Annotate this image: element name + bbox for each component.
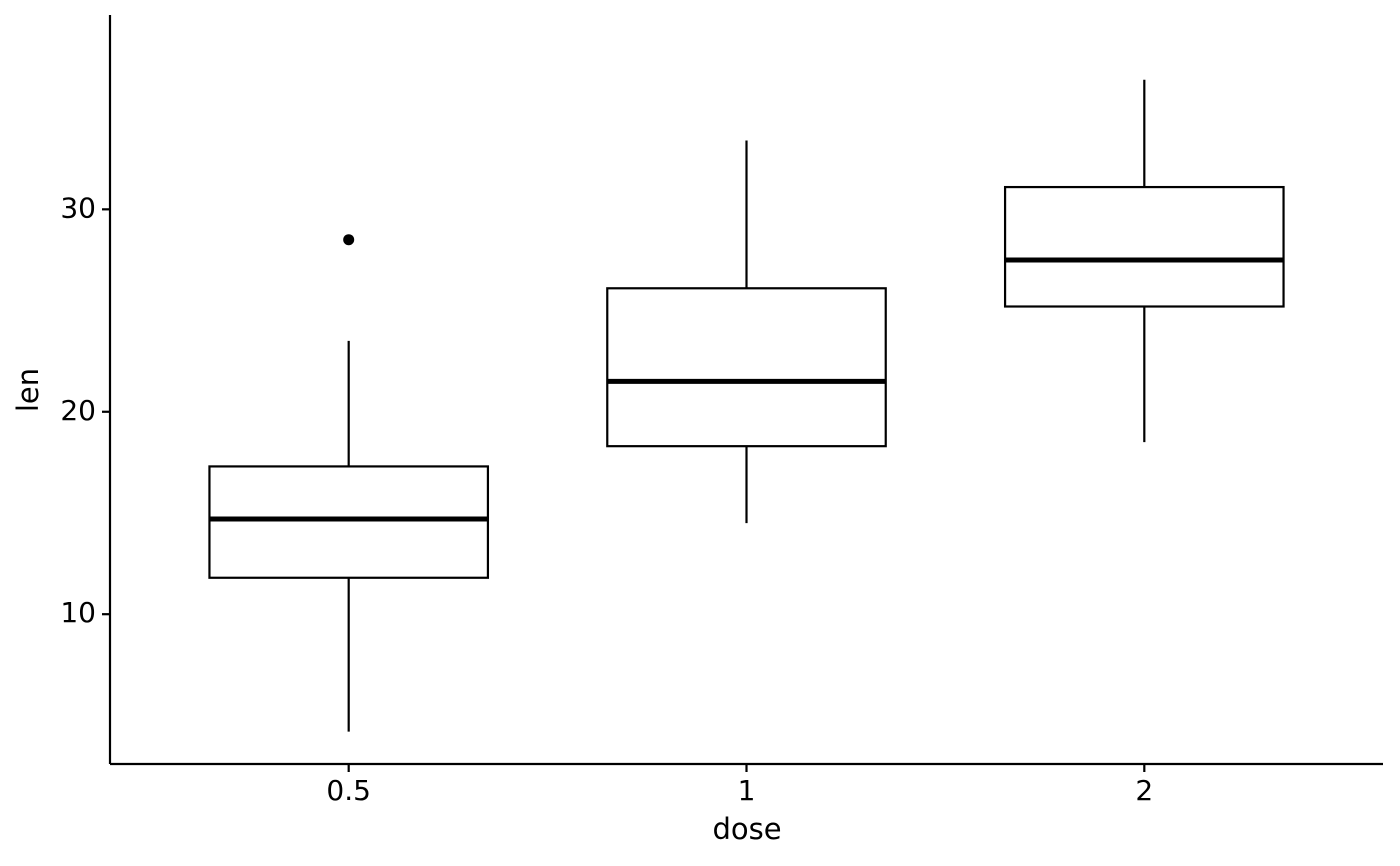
x-tick-label: 0.5 — [326, 774, 371, 807]
y-axis-label: len — [11, 368, 45, 412]
y-tick-label: 30 — [60, 191, 96, 224]
y-tick-label: 10 — [60, 596, 96, 629]
outlier — [343, 234, 355, 246]
box — [606, 287, 887, 448]
x-tick-label: 2 — [1135, 774, 1153, 807]
x-tick-label: 1 — [738, 774, 756, 807]
box — [208, 465, 490, 579]
y-tick-label: 20 — [60, 394, 96, 427]
box — [1003, 185, 1285, 308]
x-axis-label: dose — [712, 812, 781, 846]
